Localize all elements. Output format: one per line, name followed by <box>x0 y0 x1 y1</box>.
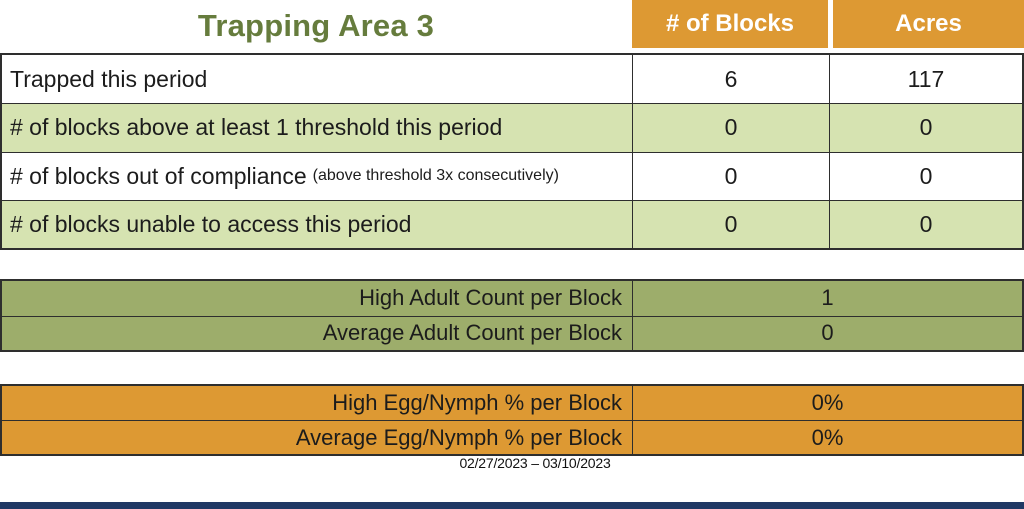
main-table: Trapped this period 6 117 # of blocks ab… <box>0 53 1024 250</box>
value-average-adult-count: 0 <box>632 315 1022 350</box>
bottom-navy-bar <box>0 502 1024 509</box>
row-label-unable-to-access: # of blocks unable to access this period <box>2 199 632 248</box>
value-above-threshold-blocks: 0 <box>632 103 829 152</box>
value-out-of-compliance-blocks: 0 <box>632 151 829 200</box>
value-high-egg-nymph: 0% <box>632 386 1022 420</box>
value-average-egg-nymph: 0% <box>632 420 1022 454</box>
value-high-adult-count: 1 <box>632 281 1022 316</box>
label-average-adult-count: Average Adult Count per Block <box>2 315 632 351</box>
egg-nymph-table: High Egg/Nymph % per Block 0% Average Eg… <box>0 384 1024 456</box>
value-unable-to-access-blocks: 0 <box>632 199 829 248</box>
row-label-above-threshold: # of blocks above at least 1 threshold t… <box>2 103 632 152</box>
row-label-text: # of blocks unable to access this period <box>10 210 412 237</box>
column-header-blocks: # of Blocks <box>632 0 828 48</box>
row-label-note: (above threshold 3x consecutively) <box>312 167 559 185</box>
row-label-trapped: Trapped this period <box>2 55 632 103</box>
row-label-out-of-compliance: # of blocks out of compliance (above thr… <box>2 151 632 200</box>
value-above-threshold-acres: 0 <box>829 103 1022 152</box>
value-unable-to-access-acres: 0 <box>829 199 1022 248</box>
date-range: 02/27/2023 – 03/10/2023 <box>459 455 611 471</box>
adult-count-table: High Adult Count per Block 1 Average Adu… <box>0 279 1024 352</box>
column-header-acres: Acres <box>833 0 1024 48</box>
value-trapped-blocks: 6 <box>632 55 829 104</box>
row-label-text: # of blocks out of compliance <box>10 162 307 189</box>
page-title: Trapping Area 3 <box>197 8 435 43</box>
value-out-of-compliance-acres: 0 <box>829 151 1022 200</box>
row-label-text: Trapped this period <box>10 65 208 92</box>
value-trapped-acres: 117 <box>829 55 1022 104</box>
label-high-egg-nymph: High Egg/Nymph % per Block <box>332 390 622 415</box>
row-label-text: # of blocks above at least 1 threshold t… <box>10 114 503 141</box>
label-average-egg-nymph: Average Egg/Nymph % per Block <box>2 420 632 454</box>
label-high-adult-count: High Adult Count per Block <box>359 285 622 311</box>
